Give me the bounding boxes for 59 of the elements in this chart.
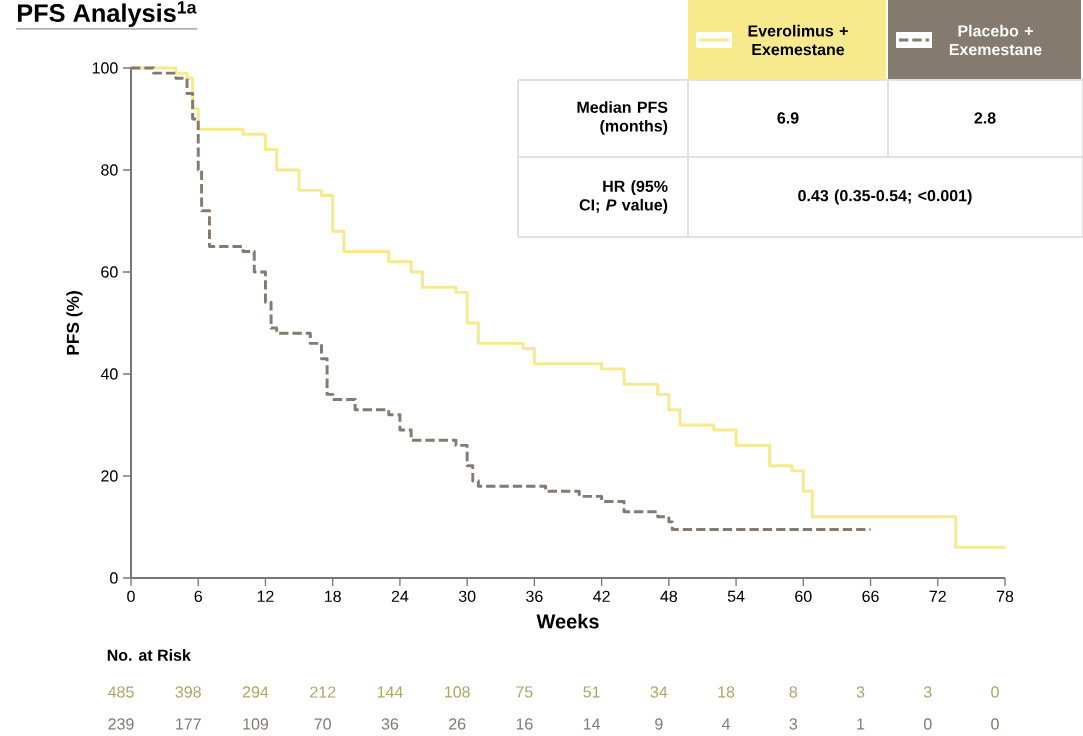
y-tick-label: 0: [110, 572, 118, 584]
text: 0: [923, 718, 932, 730]
x-tick-label: 60: [795, 590, 812, 603]
annotation: 6.9: [777, 112, 799, 124]
x-tick-label: 66: [862, 590, 879, 603]
text: 4: [722, 718, 731, 730]
y-tick-label: 80: [101, 164, 118, 176]
text: 8: [789, 686, 798, 698]
text: 51: [583, 686, 600, 698]
x-tick-label: 42: [593, 590, 610, 602]
annotation: Median PFS (months): [577, 101, 668, 135]
x-tick-label: 0: [127, 590, 135, 603]
text: 70: [314, 718, 331, 730]
y-tick-label: 60: [101, 266, 118, 278]
text: 14: [583, 718, 601, 730]
x-tick-label: 30: [458, 590, 476, 603]
x-tick-label: 6: [194, 590, 202, 603]
annotation: HR (95% CI; P value): [579, 180, 668, 214]
x-tick-label: 48: [660, 590, 678, 603]
text: 177: [176, 718, 201, 730]
text: 18: [718, 686, 735, 698]
text: 36: [381, 718, 399, 730]
x-tick-label: 12: [257, 590, 274, 602]
x-tick-label: 72: [929, 590, 946, 602]
text: 9: [655, 718, 663, 730]
text: 144: [377, 686, 403, 698]
text: 0: [991, 718, 999, 730]
text: 34: [650, 686, 668, 698]
annotation: 2.8: [974, 112, 996, 124]
x-tick-label: 54: [727, 590, 745, 602]
text: 0: [991, 686, 999, 698]
text: 26: [449, 718, 466, 730]
text: 3: [789, 718, 798, 730]
text: 75: [516, 686, 533, 698]
text: 3: [856, 686, 865, 698]
legend-label: Placebo + Exemestane: [949, 24, 1042, 56]
x-tick-label: 78: [996, 590, 1014, 603]
annotation: 0.43 (0.35-0.54; <0.001): [798, 189, 972, 205]
y-tick-label: 40: [100, 368, 118, 380]
text: 16: [516, 718, 533, 730]
text: 294: [242, 686, 269, 698]
legend-label: Everolimus + Exemestane: [748, 24, 848, 56]
x-tick-label: 36: [526, 590, 543, 603]
x-tick-label: 24: [391, 590, 409, 602]
text: 239: [108, 718, 134, 730]
text: 212: [310, 686, 336, 698]
text: 398: [175, 686, 201, 698]
y-tick-label: 20: [101, 470, 118, 482]
text: 108: [445, 686, 470, 698]
y-axis-title: PFS (%): [66, 291, 83, 355]
x-axis-title: Weeks: [536, 613, 599, 629]
text: 485: [108, 686, 134, 698]
text: No. at Risk: [107, 649, 191, 661]
chart-title: PFS Analysis$^{1a}$: [17, 1, 197, 28]
text: 3: [923, 686, 932, 698]
y-tick-label: 100: [92, 62, 118, 74]
text: 1: [857, 718, 865, 730]
x-tick-label: 18: [325, 590, 341, 603]
text: 109: [243, 718, 269, 730]
